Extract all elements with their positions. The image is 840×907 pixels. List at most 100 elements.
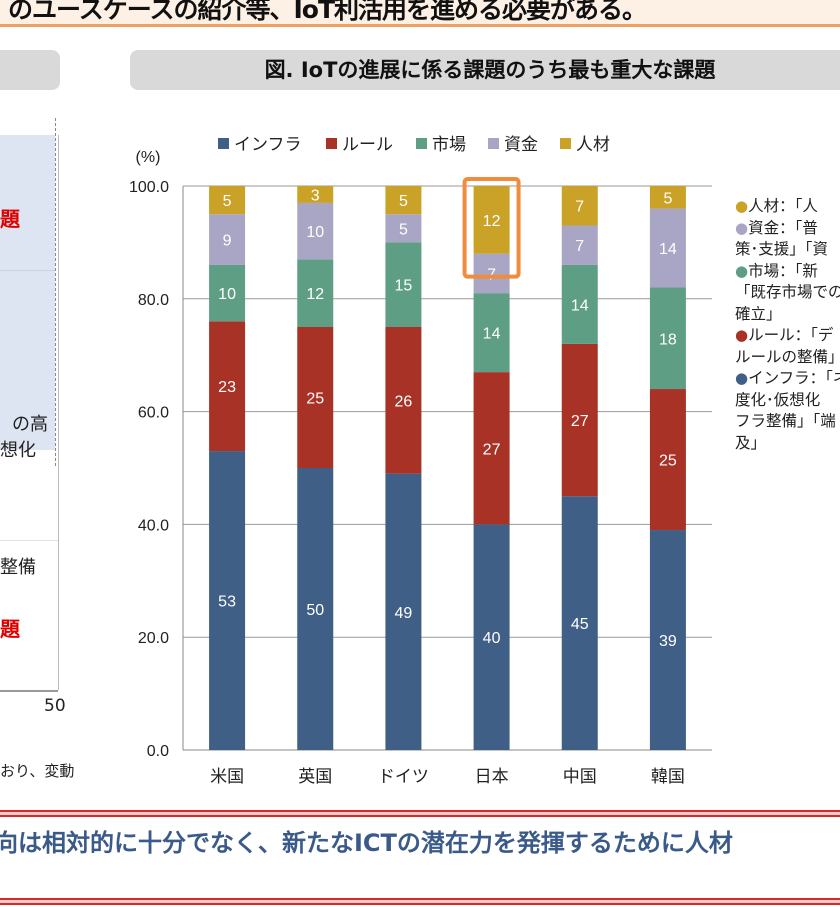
legend-label: ルール: [342, 135, 393, 155]
legend-swatch: [416, 138, 427, 149]
bar-segment: [561, 225, 598, 265]
footer-rule-top: [0, 810, 840, 817]
x-tick-label: ドイツ: [378, 767, 429, 787]
bar-segment: [297, 327, 334, 468]
bar-data-label: 18: [659, 331, 677, 348]
bar-data-label: 53: [218, 594, 236, 611]
left-red-label: 題: [0, 617, 20, 641]
x-tick-label: 中国: [563, 767, 597, 787]
bar-segment: [473, 524, 510, 750]
chart-title: 図. IoTの進展に係る課題のうち最も重大な課題: [264, 58, 716, 82]
bar-data-label: 14: [483, 326, 501, 343]
y-axis-label: (%): [136, 149, 161, 166]
bar-segment: [385, 473, 422, 750]
left-text: の高: [12, 414, 48, 435]
bar-data-label: 5: [399, 221, 408, 238]
bar-data-label: 9: [223, 233, 232, 250]
legend-swatch: [326, 138, 337, 149]
highlight-box: [462, 177, 521, 279]
bar-segment: [561, 343, 598, 497]
bar-data-label: 10: [218, 286, 236, 303]
x-tick-label: 米国: [210, 767, 244, 787]
header-text: のユースケースの紹介等、IoT利活用を進める必要がある。: [8, 0, 647, 24]
bullet-dot-icon: ●: [735, 261, 749, 280]
bar-segment: [561, 264, 598, 344]
annotation-item: ●市場：「新 「既存市場での 確立」: [735, 261, 840, 326]
bullet-dot-icon: ●: [735, 197, 749, 215]
left-panel-shaded-area: [0, 135, 55, 450]
chart-annotations: ●人材：「人 ●資金：「普 策･支援」「資 ●市場：「新 「既存市場での 確立」 ●ルール：…: [735, 196, 840, 454]
left-text: 整備: [0, 557, 36, 578]
annotation-continuation: 度化･仮想化: [735, 390, 821, 409]
annotation-item: ●人材：「人: [735, 196, 840, 218]
bar-segment: [473, 253, 510, 294]
bar-data-label: 12: [306, 286, 324, 303]
left-reference-line: [55, 118, 56, 466]
bar-segment: [473, 293, 510, 373]
bar-segment: [385, 242, 422, 327]
bar-data-label: 7: [575, 199, 584, 216]
bar-data-label: 50: [306, 602, 324, 619]
bar-segment: [297, 186, 334, 203]
annotation-continuation: 策･支援」「資: [735, 240, 829, 258]
legend-label: 人材: [576, 135, 610, 155]
legend-swatch: [560, 138, 571, 149]
left-axis-tick: 50: [44, 696, 66, 716]
bar-segment: [385, 186, 422, 215]
bar-data-label: 12: [483, 213, 501, 230]
bar-data-label: 39: [659, 633, 677, 650]
bar-segment: [385, 214, 422, 243]
bullet-dot-icon: ●: [735, 218, 749, 237]
y-tick-label: 100.0: [129, 179, 169, 196]
bar-segment: [209, 321, 246, 452]
bar-data-label: 10: [306, 224, 324, 241]
legend-label: インフラ: [234, 135, 302, 155]
annotation-label: インフラ：「ネ: [748, 369, 840, 387]
bar-data-label: 25: [659, 453, 677, 470]
bar-data-label: 5: [223, 193, 232, 210]
annotation-continuation: 及」: [735, 433, 767, 452]
bar-segment: [649, 530, 686, 750]
left-divider: [0, 270, 55, 271]
annotation-label: ルール：「デ: [748, 326, 834, 344]
bar-segment: [649, 287, 686, 390]
legend-swatch: [218, 138, 229, 149]
bar-data-label: 49: [395, 605, 413, 622]
annotation-continuation: フラ整備」「端: [735, 412, 836, 430]
legend-label: 市場: [432, 135, 466, 155]
bar-segment: [297, 202, 334, 260]
x-tick-label: 英国: [298, 767, 332, 787]
stacked-bar-chart: 0.0 20.0 40.0 60.0 80.0 100.0 (%) インフラ ルール 市場 資金 人材…: [129, 135, 712, 787]
annotation-label: 市場：「新: [748, 261, 818, 280]
left-x-axis: [0, 690, 58, 692]
bar-data-label: 14: [571, 297, 589, 314]
bar-data-label: 40: [483, 630, 501, 647]
left-footnote: おり、変動: [0, 762, 75, 780]
legend-label: 資金: [504, 135, 538, 155]
bar-data-label: 45: [571, 616, 589, 633]
y-tick-label: 20.0: [138, 630, 169, 647]
left-red-label: 題: [0, 207, 20, 231]
y-tick-label: 80.0: [138, 292, 169, 309]
annotation-label: 人材：「人: [748, 197, 818, 215]
annotation-item: ●インフラ：「ネ度化･仮想化 フラ整備」「端 及」: [735, 368, 840, 454]
header-banner: [0, 0, 840, 27]
bar-segment: [297, 468, 334, 750]
annotation-label: 資金：「普: [748, 218, 818, 237]
bar-segment: [473, 372, 510, 525]
bar-data-label: 5: [663, 190, 672, 207]
footer-rule-bottom: [0, 898, 840, 905]
x-tick-label: 韓国: [651, 767, 685, 787]
bar-data-label: 26: [395, 393, 413, 410]
bar-data-label: 3: [311, 187, 320, 204]
bar-segment: [385, 327, 422, 474]
bar-data-label: 15: [395, 278, 413, 295]
bar-segment: [209, 451, 246, 750]
left-axis-line: [58, 135, 59, 690]
bar-segment: [297, 259, 334, 327]
bar-data-label: 27: [571, 413, 589, 430]
bullet-dot-icon: ●: [735, 369, 749, 387]
bullet-dot-icon: ●: [735, 326, 749, 344]
bar-segment: [209, 186, 246, 215]
bar-data-label: 25: [306, 391, 324, 408]
